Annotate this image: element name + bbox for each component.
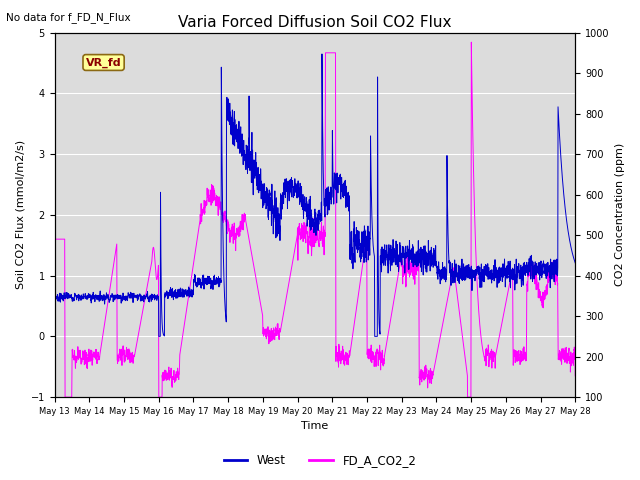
Legend: West, FD_A_CO2_2: West, FD_A_CO2_2 (219, 449, 421, 472)
X-axis label: Time: Time (301, 421, 328, 432)
Text: VR_fd: VR_fd (86, 58, 122, 68)
Y-axis label: Soil CO2 Flux (mmol/m2/s): Soil CO2 Flux (mmol/m2/s) (15, 140, 25, 289)
Text: No data for f_FD_N_Flux: No data for f_FD_N_Flux (6, 12, 131, 23)
Y-axis label: CO2 Concentration (ppm): CO2 Concentration (ppm) (615, 143, 625, 287)
Title: Varia Forced Diffusion Soil CO2 Flux: Varia Forced Diffusion Soil CO2 Flux (178, 15, 452, 30)
